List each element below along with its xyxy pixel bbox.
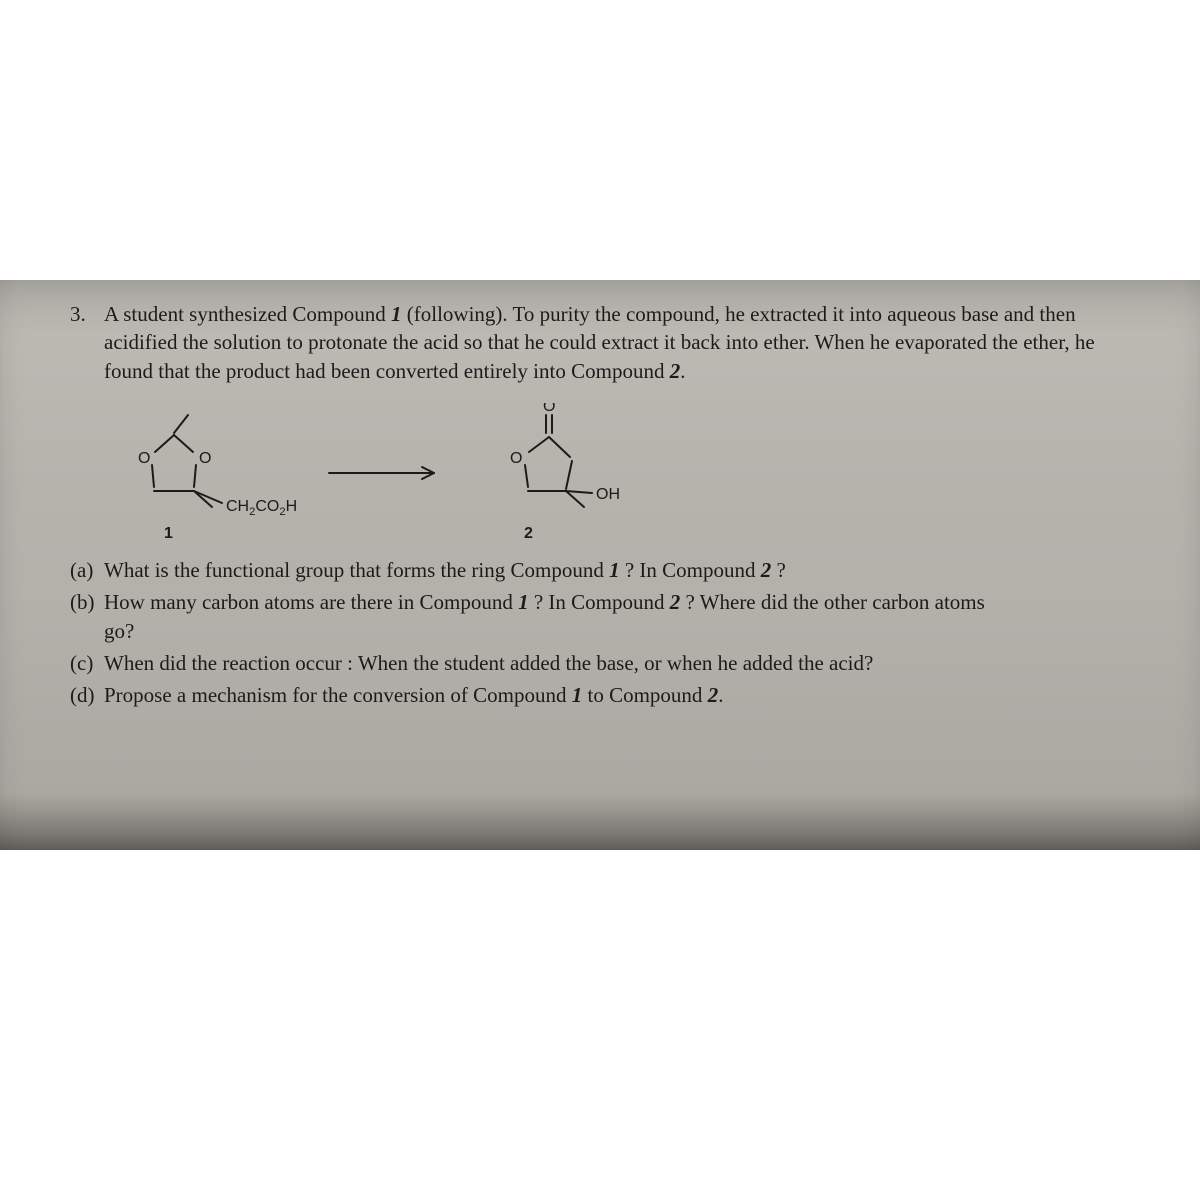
svg-text:1: 1	[164, 525, 173, 542]
compound-ref-2: 2	[670, 590, 681, 614]
svg-text:O: O	[138, 450, 150, 467]
text-part: ? Where did the other carbon atoms	[680, 590, 985, 614]
text-part: Propose a mechanism for the conversion o…	[104, 683, 572, 707]
text-part: go?	[104, 619, 134, 643]
subpart-text: What is the functional group that forms …	[104, 556, 1130, 584]
text-part: .	[718, 683, 723, 707]
svg-text:2: 2	[524, 525, 533, 542]
page: 3. A student synthesized Compound 1 (fol…	[0, 0, 1200, 1200]
svg-text:O: O	[510, 450, 522, 467]
subpart-text: How many carbon atoms are there in Compo…	[104, 588, 1130, 645]
stem-part: .	[680, 359, 685, 383]
compound-ref-1: 1	[609, 558, 620, 582]
subpart-label: (a)	[70, 556, 104, 584]
compound-ref-2: 2	[761, 558, 772, 582]
text-part: ? In Compound	[529, 590, 670, 614]
subpart-label: (c)	[70, 649, 104, 677]
svg-text:CH2CO2H: CH2CO2H	[226, 498, 297, 518]
stem-part: A student synthesized Compound	[104, 302, 391, 326]
text-part: What is the functional group that forms …	[104, 558, 609, 582]
text-part: to Compound	[582, 683, 707, 707]
subpart-text: Propose a mechanism for the conversion o…	[104, 681, 1130, 709]
svg-text:OH: OH	[596, 486, 620, 503]
compound-ref-1: 1	[391, 302, 402, 326]
subpart-label: (d)	[70, 681, 104, 709]
compound-ref-2: 2	[670, 359, 681, 383]
question-stem: 3. A student synthesized Compound 1 (fol…	[70, 300, 1130, 385]
subpart-d: (d) Propose a mechanism for the conversi…	[70, 681, 1130, 709]
svg-text:O: O	[199, 450, 211, 467]
subpart-a: (a) What is the functional group that fo…	[70, 556, 1130, 584]
stem-part: (following). To purity the compound, he …	[402, 302, 957, 326]
question-text: A student synthesized Compound 1 (follow…	[104, 300, 1130, 385]
compound-ref-1: 1	[518, 590, 529, 614]
text-part: How many carbon atoms are there in Compo…	[104, 590, 518, 614]
subpart-label: (b)	[70, 588, 104, 645]
text-part: ? In Compound	[620, 558, 761, 582]
reaction-diagram: O O CH2CO2H 1 O O OH 2	[104, 403, 664, 548]
compound-ref-2: 2	[708, 683, 719, 707]
text-part: ?	[771, 558, 786, 582]
subpart-c: (c) When did the reaction occur : When t…	[70, 649, 1130, 677]
question-number: 3.	[70, 300, 104, 385]
subpart-b: (b) How many carbon atoms are there in C…	[70, 588, 1130, 645]
subpart-text: When did the reaction occur : When the s…	[104, 649, 1130, 677]
compound-ref-1: 1	[572, 683, 583, 707]
svg-text:O: O	[543, 403, 555, 415]
question-content: 3. A student synthesized Compound 1 (fol…	[70, 300, 1130, 710]
